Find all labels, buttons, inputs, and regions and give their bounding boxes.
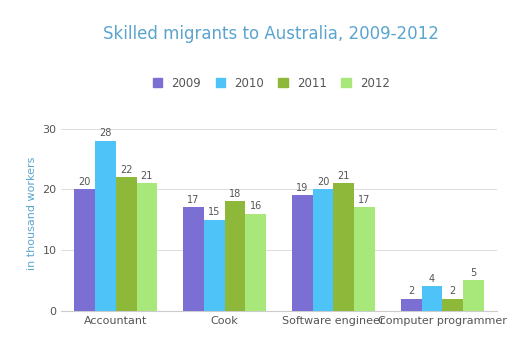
Bar: [225, 202, 245, 311]
Bar: [333, 183, 354, 311]
Text: 4: 4: [429, 274, 435, 284]
Bar: [116, 177, 137, 311]
Text: 17: 17: [358, 195, 371, 205]
Bar: [95, 141, 116, 311]
Bar: [245, 214, 266, 311]
Text: 22: 22: [120, 165, 133, 175]
Y-axis label: in thousand workers: in thousand workers: [27, 157, 37, 270]
Text: 28: 28: [99, 128, 112, 138]
Text: 20: 20: [79, 177, 91, 187]
Bar: [442, 299, 463, 311]
Bar: [204, 220, 225, 311]
Bar: [137, 183, 157, 311]
Text: 17: 17: [187, 195, 200, 205]
Bar: [401, 299, 421, 311]
Text: 21: 21: [141, 171, 153, 181]
Bar: [463, 280, 483, 311]
Text: 16: 16: [249, 201, 262, 211]
Text: 19: 19: [296, 183, 309, 193]
Text: Skilled migrants to Australia, 2009-2012: Skilled migrants to Australia, 2009-2012: [103, 25, 439, 43]
Bar: [183, 208, 204, 311]
Text: 5: 5: [470, 268, 476, 278]
Text: 20: 20: [317, 177, 329, 187]
Bar: [421, 286, 442, 311]
Legend: 2009, 2010, 2011, 2012: 2009, 2010, 2011, 2012: [153, 77, 390, 90]
Text: 21: 21: [337, 171, 350, 181]
Bar: [354, 208, 375, 311]
Text: 2: 2: [408, 286, 414, 296]
Text: 15: 15: [208, 207, 221, 217]
Text: 2: 2: [450, 286, 456, 296]
Bar: [313, 189, 333, 311]
Text: 18: 18: [229, 189, 241, 199]
Bar: [75, 189, 95, 311]
Bar: [292, 195, 313, 311]
